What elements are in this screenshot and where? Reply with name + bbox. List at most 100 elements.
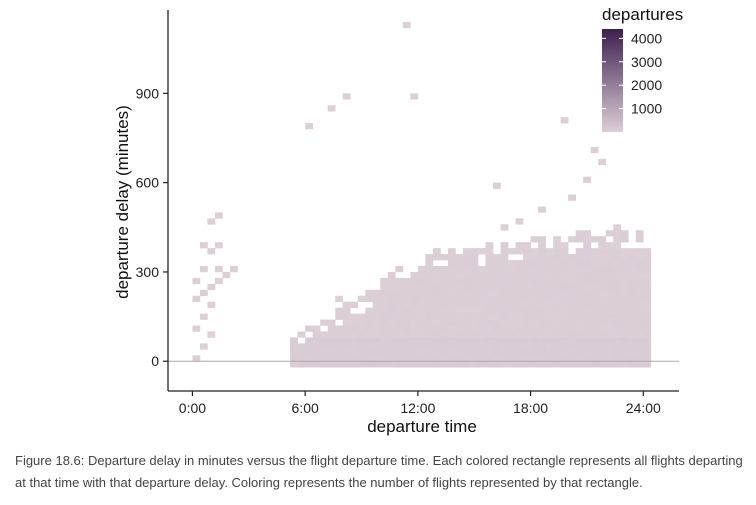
heatmap-cell [515,301,524,308]
heatmap-cell [372,313,381,320]
heatmap-cell [432,307,441,314]
heatmap-cell [583,176,592,183]
heatmap-cell [432,265,441,273]
heatmap-cell [380,283,389,291]
heatmap-cell [493,307,501,314]
heatmap-cell [643,254,652,261]
heatmap-cell [553,254,561,261]
heatmap-cell [590,355,599,362]
heatmap-cell [410,301,419,308]
heatmap-cell [455,271,464,279]
heatmap-cell [523,325,531,332]
heatmap-cell [387,313,396,320]
heatmap-cell [320,343,328,350]
heatmap-cell [515,355,524,362]
heatmap-cell [402,313,411,320]
heatmap-cell [553,289,561,297]
heatmap-cell [417,319,426,326]
heatmap-cell [425,331,434,338]
heatmap-cell [387,301,396,308]
heatmap-cell [477,248,486,255]
heatmap-cell [620,331,629,338]
heatmap-cell [523,349,531,356]
heatmap-cell [297,349,306,356]
heatmap-cell [432,349,441,356]
heatmap-cell [643,361,652,368]
heatmap-cell [402,361,411,368]
heatmap-cell [440,307,449,314]
heatmap-cell [327,355,336,362]
heatmap-cell [620,254,629,261]
heatmap-cell [410,93,419,100]
heatmap-cell [598,295,607,303]
heatmap-cell [417,349,426,356]
y-tick-label: 600 [136,175,160,191]
heatmap-cell [583,254,592,261]
heatmap-cell [485,260,494,267]
heatmap-cell [590,361,599,368]
heatmap-cell [560,295,569,303]
heatmap-cell [598,158,607,166]
legend-breaks: 4000 3000 2000 1000 [602,30,662,117]
heatmap-cell [402,289,411,297]
heatmap-cell [583,301,592,308]
heatmap-cell [417,343,426,350]
heatmap-cell [598,289,607,297]
heatmap-cell [440,319,449,326]
heatmap-cell [395,349,404,356]
heatmap-cell [568,277,576,285]
heatmap-cell [538,295,546,303]
heatmap-cell [425,260,434,267]
heatmap-cell [643,337,652,344]
heatmap-cell [635,283,644,291]
heatmap-cell [613,343,622,350]
heatmap-cell [590,277,599,285]
heatmap-cell [199,343,208,350]
heatmap-cell [477,361,486,368]
heatmap-cell [395,277,404,285]
heatmap-cell [462,307,471,314]
heatmap-cell [583,349,592,356]
heatmap-cell [350,343,359,350]
heatmap-cell [380,331,389,338]
heatmap-cell [538,355,546,362]
heatmap-cell [447,331,456,338]
heatmap-cell [477,349,486,356]
heatmap-cell [402,301,411,308]
heatmap-cell [485,254,494,261]
heatmap-cell [485,355,494,362]
heatmap-cell [462,319,471,326]
heatmap-cell [320,337,328,344]
heatmap-cell [477,337,486,344]
heatmap-cell [643,295,652,303]
heatmap-cell [500,277,509,285]
heatmap-cell [598,260,607,267]
heatmap-cell [477,271,486,279]
heatmap-cell [485,313,494,320]
heatmap-cell [553,260,561,267]
heatmap-cell [493,277,501,285]
heatmap-cell [350,349,359,356]
heatmap-cell [523,271,531,279]
heatmap-cell [508,271,516,279]
heatmap-cell [605,242,614,249]
heatmap-cell [455,307,464,314]
heatmap-cell [312,355,321,362]
heatmap-cell [350,313,359,320]
heatmap-cell [372,331,381,338]
heatmap-cell [410,361,419,368]
heatmap-cell [515,331,524,338]
heatmap-cell [312,349,321,356]
heatmap-cell [417,331,426,338]
heatmap-cell [455,325,464,332]
heatmap-cell [214,212,223,219]
heatmap-cell [583,343,592,350]
heatmap-cell [553,242,561,249]
heatmap-cell [575,361,584,368]
heatmap-cell [447,325,456,332]
heatmap-cell [613,349,622,356]
heatmap-cell [290,343,298,350]
heatmap-cell [199,242,208,249]
heatmap-cell [417,301,426,308]
heatmap-cell [538,361,546,368]
